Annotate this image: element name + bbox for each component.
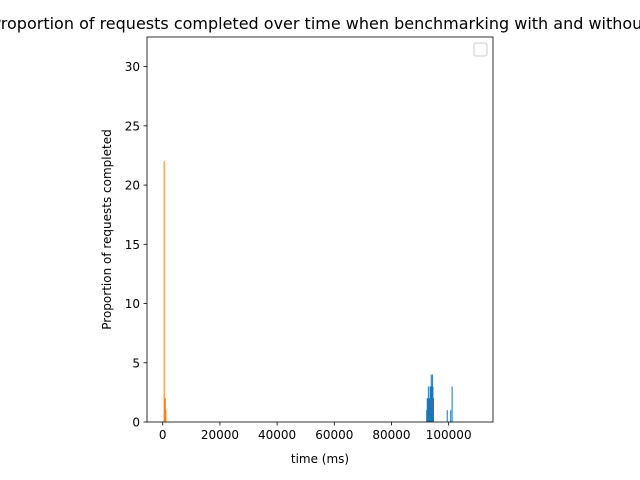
y-tick-label-5: 25 — [125, 119, 140, 133]
x-tick-label-4: 80000 — [372, 428, 410, 442]
y-tick-label-2: 10 — [125, 297, 140, 311]
x-tick-label-0: 0 — [159, 428, 167, 442]
bar-series1-7 — [430, 386, 432, 422]
y-tick-label-1: 5 — [132, 356, 140, 370]
legend-box[interactable] — [473, 42, 488, 57]
chart-title: Proportion of requests completed over ti… — [0, 14, 640, 33]
bar-series1-8 — [430, 374, 432, 422]
x-tick-label-3: 60000 — [315, 428, 353, 442]
bar-series1-15 — [451, 386, 453, 422]
bar-series1-14 — [450, 410, 452, 422]
x-axis-label: time (ms) — [291, 452, 349, 466]
y-axis-ticks: 0 5 10 15 20 25 30 — [125, 60, 147, 430]
y-tick-label-3: 15 — [125, 238, 140, 252]
bar-series1-13 — [446, 410, 448, 422]
bar-series2-1 — [164, 398, 166, 422]
bar-series1-1 — [426, 398, 428, 422]
bar-series2-0 — [163, 161, 165, 422]
x-axis-ticks: 0 20000 40000 60000 80000 100000 — [159, 422, 472, 442]
y-tick-label-4: 20 — [125, 179, 140, 193]
plot-frame — [146, 36, 494, 423]
x-tick-label-1: 20000 — [201, 428, 239, 442]
bar-series1-3 — [427, 386, 429, 422]
bar-series1-2 — [427, 398, 429, 422]
bar-series1-6 — [429, 386, 431, 422]
plot-area — [147, 37, 493, 422]
y-tick-label-0: 0 — [132, 416, 140, 430]
x-tick-label-5: 100000 — [426, 428, 472, 442]
x-tick-label-2: 40000 — [258, 428, 296, 442]
bar-series1-4 — [428, 398, 430, 422]
bar-series1-5 — [429, 398, 431, 422]
y-tick-label-6: 30 — [125, 60, 140, 74]
bars-layer — [163, 161, 453, 422]
bar-series1-10 — [431, 374, 433, 422]
bar-series1-0 — [426, 410, 428, 422]
y-axis-label: Proportion of requests completed — [100, 129, 114, 329]
bar-series1-9 — [431, 386, 433, 422]
bar-series2-3 — [165, 410, 167, 422]
bar-series1-11 — [432, 386, 434, 422]
bar-series2-2 — [164, 398, 166, 422]
bar-series1-12 — [433, 398, 435, 422]
